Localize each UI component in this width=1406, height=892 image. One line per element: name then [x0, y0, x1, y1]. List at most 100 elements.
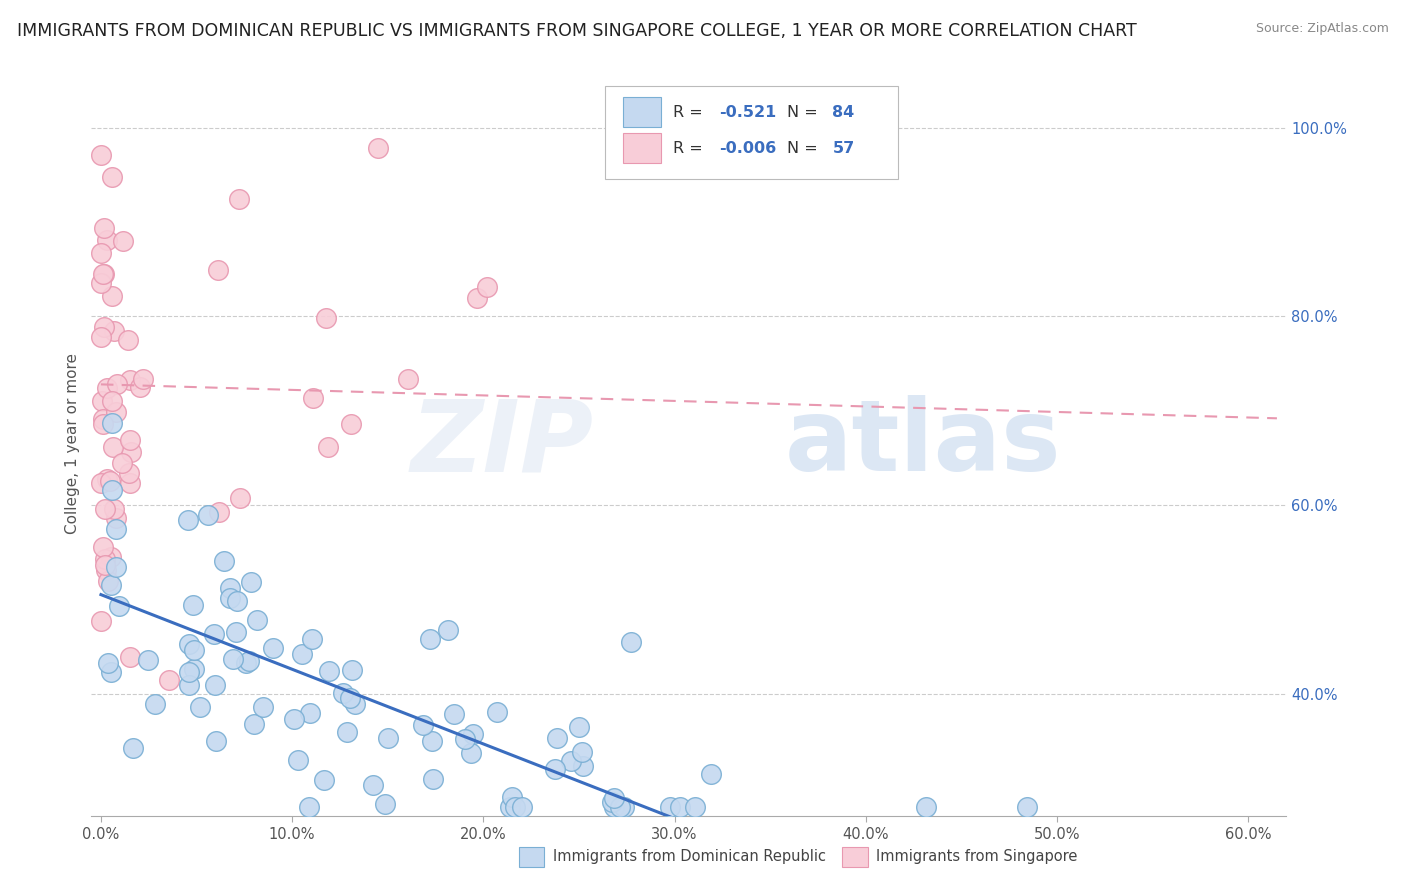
Point	[301, 632, 323, 647]
Point	[422, 734, 444, 748]
Point	[121, 741, 143, 756]
Point	[100, 417, 122, 431]
Point	[207, 263, 229, 277]
Point	[218, 581, 240, 595]
Point	[669, 799, 692, 814]
Point	[101, 483, 124, 497]
Point	[238, 655, 260, 669]
Point	[105, 377, 128, 392]
Text: 84: 84	[832, 105, 855, 120]
Point	[229, 491, 252, 505]
Point	[97, 656, 120, 670]
Point	[212, 554, 235, 568]
Point	[332, 686, 354, 700]
Point	[546, 731, 568, 745]
Point	[98, 475, 121, 489]
Point	[571, 746, 593, 760]
Point	[91, 540, 114, 554]
Point	[318, 664, 340, 678]
Point	[226, 594, 249, 608]
Point	[222, 652, 245, 666]
Text: ZIP: ZIP	[411, 395, 593, 492]
Point	[263, 641, 285, 656]
Point	[291, 647, 314, 661]
Text: Immigrants from Singapore: Immigrants from Singapore	[876, 849, 1077, 863]
Point	[367, 140, 389, 154]
Point	[298, 799, 321, 814]
Point	[915, 799, 938, 814]
Point	[246, 613, 269, 627]
Text: Source: ZipAtlas.com: Source: ZipAtlas.com	[1256, 22, 1389, 36]
Point	[374, 797, 396, 811]
Point	[190, 699, 212, 714]
Point	[560, 755, 582, 769]
Point	[700, 766, 723, 780]
Point	[93, 267, 115, 281]
Point	[503, 799, 526, 814]
Point	[90, 246, 112, 260]
Point	[100, 549, 122, 564]
Point	[101, 394, 124, 409]
Point	[103, 324, 125, 338]
Point	[118, 650, 141, 665]
Point	[91, 394, 114, 409]
Point	[219, 591, 242, 606]
Point	[101, 288, 124, 302]
Point	[287, 754, 309, 768]
Point	[129, 379, 152, 393]
Point	[1015, 799, 1038, 814]
Point	[157, 673, 180, 687]
Text: Immigrants from Dominican Republic: Immigrants from Dominican Republic	[553, 849, 825, 863]
Point	[100, 578, 122, 592]
Point	[96, 472, 118, 486]
Text: R =: R =	[673, 105, 709, 120]
Text: -0.006: -0.006	[718, 141, 776, 155]
Point	[103, 502, 125, 516]
Text: -0.521: -0.521	[718, 105, 776, 120]
Point	[91, 412, 114, 426]
Point	[120, 445, 142, 459]
Point	[90, 475, 112, 490]
Text: 57: 57	[832, 141, 855, 155]
Point	[205, 733, 228, 747]
Point	[443, 707, 465, 722]
Point	[312, 773, 335, 788]
Point	[453, 732, 475, 747]
Point	[315, 310, 337, 325]
Point	[96, 574, 118, 588]
Text: N =: N =	[787, 141, 823, 155]
Text: ■: ■	[848, 847, 868, 866]
Point	[197, 508, 219, 523]
Text: N =: N =	[787, 105, 823, 120]
Text: R =: R =	[673, 141, 709, 155]
Point	[105, 405, 128, 419]
Point	[118, 433, 141, 447]
Point	[108, 599, 131, 613]
Point	[181, 599, 204, 613]
Point	[544, 763, 567, 777]
FancyBboxPatch shape	[623, 97, 661, 128]
Point	[120, 373, 142, 387]
Point	[93, 221, 115, 235]
Point	[96, 563, 118, 577]
Point	[659, 799, 682, 814]
Point	[460, 746, 482, 760]
Point	[208, 505, 231, 519]
Point	[91, 267, 114, 281]
Point	[461, 727, 484, 741]
Point	[118, 475, 141, 490]
Point	[101, 170, 124, 185]
Point	[486, 705, 509, 719]
Text: IMMIGRANTS FROM DOMINICAN REPUBLIC VS IMMIGRANTS FROM SINGAPORE COLLEGE, 1 YEAR : IMMIGRANTS FROM DOMINICAN REPUBLIC VS IM…	[17, 22, 1136, 40]
Point	[336, 724, 359, 739]
Y-axis label: College, 1 year or more: College, 1 year or more	[65, 353, 80, 534]
Point	[177, 678, 200, 692]
Point	[177, 637, 200, 651]
Text: ■: ■	[524, 847, 544, 866]
Point	[183, 643, 205, 657]
Point	[117, 333, 139, 347]
Text: atlas: atlas	[785, 395, 1062, 492]
FancyBboxPatch shape	[623, 133, 661, 163]
Point	[90, 614, 112, 628]
Point	[90, 330, 112, 344]
